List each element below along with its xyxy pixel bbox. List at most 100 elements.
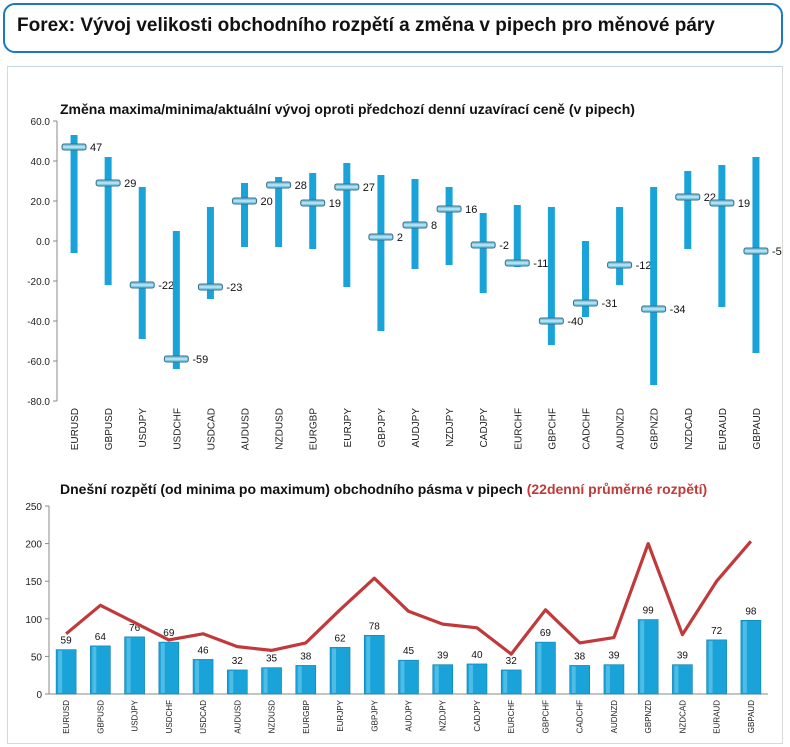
range-bar: [479, 213, 487, 293]
x-tick-label: GBPAUD: [747, 700, 756, 733]
y-tick-label: -40.0: [27, 317, 50, 328]
x-tick-label: GBPJPY: [377, 408, 388, 448]
bar-value-label: 78: [369, 621, 381, 632]
y-tick-label: 250: [25, 502, 42, 513]
x-tick-label: GBPJPY: [370, 699, 379, 731]
current-value-label: -11: [533, 258, 548, 270]
x-tick-label: USDCAD: [199, 700, 208, 734]
chart-2-title-main: Dnešní rozpětí (od minima po maximum) ob…: [60, 481, 527, 497]
bar-value-label: 40: [471, 650, 483, 661]
average-range-line: [65, 540, 753, 656]
x-tick-label: EURUSD: [62, 700, 71, 734]
bar-value-label: 39: [608, 651, 620, 662]
bar-shine: [537, 643, 542, 693]
bar-value-label: 98: [745, 606, 757, 617]
bar-shine: [366, 636, 371, 693]
bar-shine: [605, 665, 610, 693]
bar-value-label: 62: [334, 633, 346, 644]
range-bar: [547, 207, 555, 345]
range-bar: [513, 205, 521, 267]
x-tick-label: AUDJPY: [405, 699, 414, 731]
y-tick-label: 20.0: [31, 197, 51, 208]
current-value-label: -31: [601, 298, 617, 310]
current-value-label: -2: [499, 240, 509, 252]
y-tick-label: 50: [31, 652, 43, 663]
x-tick-label: NZDCAD: [684, 408, 695, 450]
bar-shine: [297, 666, 302, 693]
range-bar: [104, 157, 112, 285]
x-tick-label: CADCHF: [576, 700, 585, 733]
x-tick-label: EURJPY: [336, 699, 345, 731]
range-bar: [377, 175, 385, 331]
bar-shine: [195, 660, 200, 693]
current-value-label: 28: [295, 180, 307, 192]
current-value-label: 19: [738, 198, 750, 210]
y-tick-label: 0.0: [36, 237, 50, 248]
bar-shine: [708, 640, 713, 693]
x-tick-label: EURUSD: [70, 408, 81, 450]
x-tick-label: GBPNZD: [650, 408, 661, 450]
bar-shine: [742, 621, 747, 693]
bar-value-label: 64: [95, 632, 107, 643]
daily-range-chart: Dnešní rozpětí (od minima po maximum) ob…: [25, 481, 768, 734]
current-value-label: 2: [397, 232, 403, 244]
bar-shine: [400, 661, 405, 693]
x-tick-label: EURJPY: [343, 408, 354, 448]
bar-value-label: 45: [403, 646, 415, 657]
y-tick-label: 40.0: [31, 157, 51, 168]
x-tick-label: AUDUSD: [241, 408, 252, 450]
current-value-label: 8: [431, 220, 437, 232]
x-tick-label: GBPUSD: [96, 700, 105, 734]
x-tick-label: NZDCAD: [678, 700, 687, 734]
bar-value-label: 38: [574, 651, 586, 662]
bar-shine: [571, 666, 576, 693]
y-tick-label: -60.0: [27, 357, 50, 368]
range-bar: [309, 173, 317, 249]
bar-value-label: 46: [198, 645, 210, 656]
x-tick-label: GBPNZD: [644, 700, 653, 734]
current-value-label: -40: [567, 316, 583, 328]
range-bar: [445, 187, 453, 265]
x-tick-label: EURAUD: [713, 700, 722, 734]
range-bar: [343, 163, 351, 287]
page-title: Forex: Vývoj velikosti obchodního rozpět…: [17, 15, 715, 36]
x-tick-label: NZDJPY: [445, 408, 456, 447]
bar-shine: [58, 650, 63, 693]
bar-value-label: 59: [61, 636, 73, 647]
bar-value-label: 39: [437, 651, 449, 662]
current-value-label: 47: [90, 142, 102, 154]
range-bar: [616, 207, 624, 285]
header-box: Forex: Vývoj velikosti obchodního rozpět…: [3, 3, 783, 53]
current-value-label: 19: [329, 198, 341, 210]
x-tick-label: GBPAUD: [752, 408, 763, 450]
bar-value-label: 39: [677, 651, 689, 662]
x-tick-label: CADJPY: [479, 408, 490, 448]
range-bar: [70, 135, 78, 253]
bar-shine: [640, 620, 645, 693]
bar-value-label: 32: [232, 656, 244, 667]
x-tick-label: AUDNZD: [610, 700, 619, 734]
bar-shine: [332, 648, 337, 693]
x-tick-label: USDJPY: [138, 408, 149, 448]
y-tick-label: 0: [36, 690, 42, 701]
range-bar: [138, 187, 146, 339]
x-tick-label: CADJPY: [473, 699, 482, 731]
current-value-label: 27: [363, 182, 375, 194]
x-tick-label: NZDUSD: [275, 408, 286, 450]
range-bar: [752, 157, 760, 353]
x-tick-label: GBPCHF: [547, 408, 558, 450]
current-value-label: 20: [261, 196, 273, 208]
y-tick-label: 100: [25, 615, 42, 626]
range-bar: [581, 241, 589, 317]
y-tick-label: 60.0: [31, 117, 51, 128]
bar-value-label: 69: [540, 628, 552, 639]
x-tick-label: EURCHF: [507, 700, 516, 733]
x-tick-label: GBPUSD: [104, 408, 115, 450]
bar-shine: [263, 668, 268, 693]
x-tick-label: AUDJPY: [411, 408, 422, 448]
chart-1-title: Změna maxima/minima/aktuální vývoj oprot…: [60, 101, 635, 117]
bar-value-label: 69: [163, 628, 175, 639]
range-bar: [172, 231, 180, 369]
range-bar: [684, 171, 692, 249]
bar-value-label: 38: [300, 651, 312, 662]
